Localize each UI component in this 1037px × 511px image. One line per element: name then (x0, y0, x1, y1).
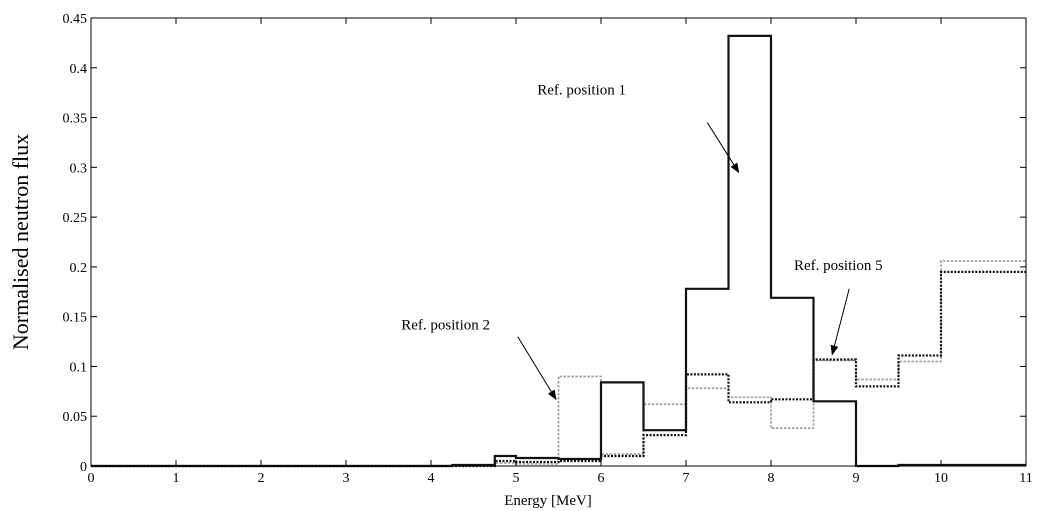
y-tick-label: 0.2 (70, 261, 88, 276)
y-tick-label: 0.3 (70, 161, 88, 176)
annotation-label-3: Ref. position 5 (794, 258, 883, 274)
series-0-step-line (91, 34, 1026, 468)
x-tick-label: 6 (598, 471, 605, 486)
x-axis-label: Energy [MeV] (504, 493, 592, 509)
x-tick-label: 10 (934, 471, 948, 486)
x-tick-label: 5 (513, 471, 520, 486)
annotation-arrow-3 (830, 288, 850, 356)
x-tick-label: 8 (768, 471, 775, 486)
y-tick-label: 0.45 (63, 12, 88, 27)
series-1-step-line (91, 270, 1026, 468)
x-tick-label: 3 (343, 471, 350, 486)
x-tick-label: 2 (258, 471, 265, 486)
x-tick-label: 9 (853, 471, 860, 486)
y-tick-label: 0.15 (63, 311, 88, 326)
annotation-arrow-1 (706, 122, 740, 174)
annotation-label-2: Ref. position 2 (401, 318, 490, 334)
y-axis-label: Normalised neutron flux (8, 134, 33, 350)
x-tick-label: 7 (683, 471, 690, 486)
x-tick-label: 1 (173, 471, 180, 486)
annotation-layer: Ref. position 1 Ref. position 2 Ref. posit… (401, 83, 883, 401)
axes-layer: 0 1 2 3 4 5 6 7 8 9 10 11 0 0.05 0.1 0.15 0.2 0.25 0.3 0.35… (63, 12, 1033, 486)
y-tick-label: 0.25 (63, 211, 88, 226)
series-2-step-line (91, 260, 1026, 467)
y-tick-label: 0.35 (63, 112, 88, 127)
annotation-label-1: Ref. position 1 (537, 83, 626, 99)
x-tick-label: 4 (428, 471, 435, 486)
annotation-arrow-2 (517, 336, 557, 401)
y-tick-label: 0.1 (70, 360, 88, 375)
series-layer (91, 34, 1026, 468)
y-tick-label: 0.05 (63, 410, 88, 425)
x-tick-label: 11 (1019, 471, 1032, 486)
plot-frame (90, 17, 1027, 467)
y-tick-label: 0 (80, 460, 87, 475)
y-tick-label: 0.4 (70, 62, 88, 77)
x-tick-label: 0 (88, 471, 95, 486)
